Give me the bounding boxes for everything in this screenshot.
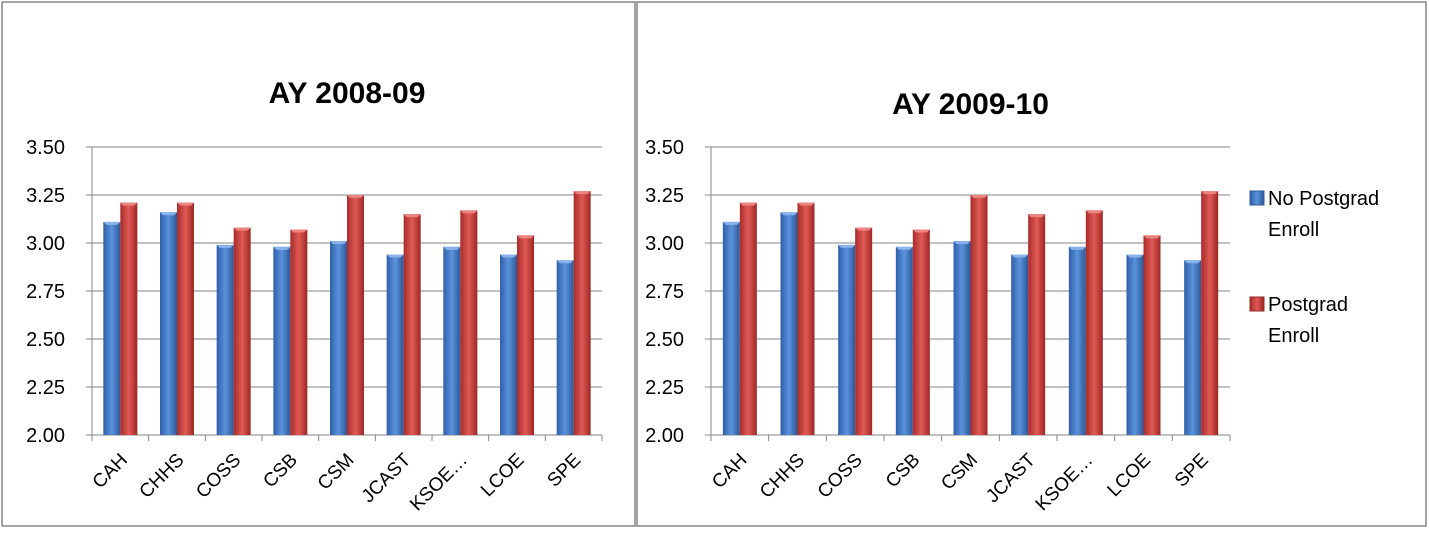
bar-no-postgrad — [1068, 246, 1086, 435]
bar-cap — [1028, 214, 1046, 218]
legend-label: Enroll — [1268, 219, 1319, 241]
bar-cap — [290, 229, 308, 233]
bar-postgrad — [403, 214, 421, 435]
bar-postgrad — [912, 229, 930, 435]
bar-cap — [1126, 254, 1144, 258]
bar-cap — [970, 195, 988, 198]
y-tick-label: 2.00 — [26, 425, 65, 447]
bar-no-postgrad — [895, 246, 913, 435]
bar-cap — [1143, 235, 1161, 239]
bar-cap — [722, 221, 740, 225]
bar-cap — [347, 195, 364, 198]
bar-no-postgrad — [722, 221, 740, 435]
legend-swatch-no-postgrad — [1249, 190, 1265, 206]
bar-cap — [739, 202, 757, 206]
bar-cap — [1184, 260, 1202, 264]
bar-postgrad — [233, 227, 251, 435]
bar-no-postgrad — [386, 254, 404, 435]
bar-no-postgrad — [1011, 254, 1029, 435]
bar-cap — [1201, 191, 1219, 195]
bar-no-postgrad — [216, 244, 234, 435]
bar-postgrad — [1085, 210, 1103, 435]
y-tick-label: 3.00 — [645, 233, 684, 255]
bar-postgrad — [517, 235, 534, 435]
bar-cap — [273, 246, 291, 250]
bar-postgrad — [1028, 214, 1046, 435]
bar-postgrad — [347, 195, 364, 435]
bar-no-postgrad — [556, 260, 574, 435]
bar-postgrad — [460, 210, 478, 435]
bar-cap — [780, 212, 798, 216]
bar-postgrad — [797, 202, 815, 435]
bar-no-postgrad — [330, 241, 347, 435]
y-tick-label: 2.25 — [26, 377, 65, 399]
bar-cap — [386, 254, 404, 258]
bar-no-postgrad — [780, 212, 798, 435]
chart-title: AY 2009-10 — [892, 88, 1049, 121]
y-tick-label: 2.75 — [26, 281, 65, 303]
bar-no-postgrad — [953, 241, 971, 435]
y-tick-label: 3.50 — [645, 137, 684, 159]
bar-cap — [838, 244, 856, 248]
bar-cap — [403, 214, 421, 218]
bar-postgrad — [120, 202, 138, 435]
legend-label: Postgrad — [1268, 294, 1348, 316]
bar-cap — [103, 221, 121, 225]
legend-swatch-postgrad — [1249, 296, 1265, 312]
bar-cap — [120, 202, 138, 206]
bar-no-postgrad — [1184, 260, 1202, 435]
bar-no-postgrad — [273, 246, 291, 435]
bar-cap — [912, 229, 930, 233]
bar-cap — [953, 241, 971, 245]
bar-cap — [160, 212, 177, 216]
legend: No Postgrad Enroll Postgrad Enroll — [1249, 188, 1379, 347]
bar-cap — [177, 202, 194, 206]
bar-no-postgrad — [1126, 254, 1144, 435]
legend-label: Enroll — [1268, 325, 1319, 347]
chart-title: AY 2008-09 — [269, 77, 426, 110]
y-tick-label: 3.00 — [26, 233, 65, 255]
bar-cap — [1085, 210, 1103, 214]
bar-cap — [330, 241, 347, 245]
legend-label: No Postgrad — [1268, 188, 1379, 210]
bar-cap — [500, 254, 517, 258]
bar-postgrad — [1201, 191, 1219, 435]
bar-postgrad — [177, 202, 194, 435]
bar-no-postgrad — [838, 244, 856, 435]
bar-postgrad — [573, 191, 591, 435]
bar-postgrad — [855, 227, 873, 435]
y-tick-label: 2.50 — [26, 329, 65, 351]
bar-cap — [895, 246, 913, 250]
bar-cap — [797, 202, 815, 206]
bar-cap — [460, 210, 478, 214]
chart-panel-1: AY 2008-092.002.252.502.753.003.253.50CA… — [1, 1, 636, 527]
bar-cap — [517, 235, 534, 239]
y-tick-label: 2.00 — [645, 425, 684, 447]
chart-panel-2: AY 2009-102.002.252.502.753.003.253.50CA… — [636, 1, 1427, 527]
bar-cap — [855, 227, 873, 231]
bar-cap — [216, 244, 234, 248]
y-tick-label: 2.75 — [645, 281, 684, 303]
y-tick-label: 3.50 — [26, 137, 65, 159]
bar-no-postgrad — [103, 221, 121, 435]
y-tick-label: 3.25 — [645, 185, 684, 207]
bar-cap — [233, 227, 251, 231]
y-tick-label: 2.50 — [645, 329, 684, 351]
bar-cap — [1011, 254, 1029, 258]
bar-postgrad — [1143, 235, 1161, 435]
bar-cap — [573, 191, 591, 195]
bar-no-postgrad — [500, 254, 517, 435]
y-tick-label: 2.25 — [645, 377, 684, 399]
y-tick-label: 3.25 — [26, 185, 65, 207]
bar-postgrad — [290, 229, 308, 435]
bar-no-postgrad — [160, 212, 177, 435]
bar-cap — [443, 246, 461, 250]
bar-postgrad — [970, 195, 988, 435]
bar-cap — [556, 260, 574, 264]
bar-cap — [1068, 246, 1086, 250]
bar-no-postgrad — [443, 246, 461, 435]
bar-postgrad — [739, 202, 757, 435]
